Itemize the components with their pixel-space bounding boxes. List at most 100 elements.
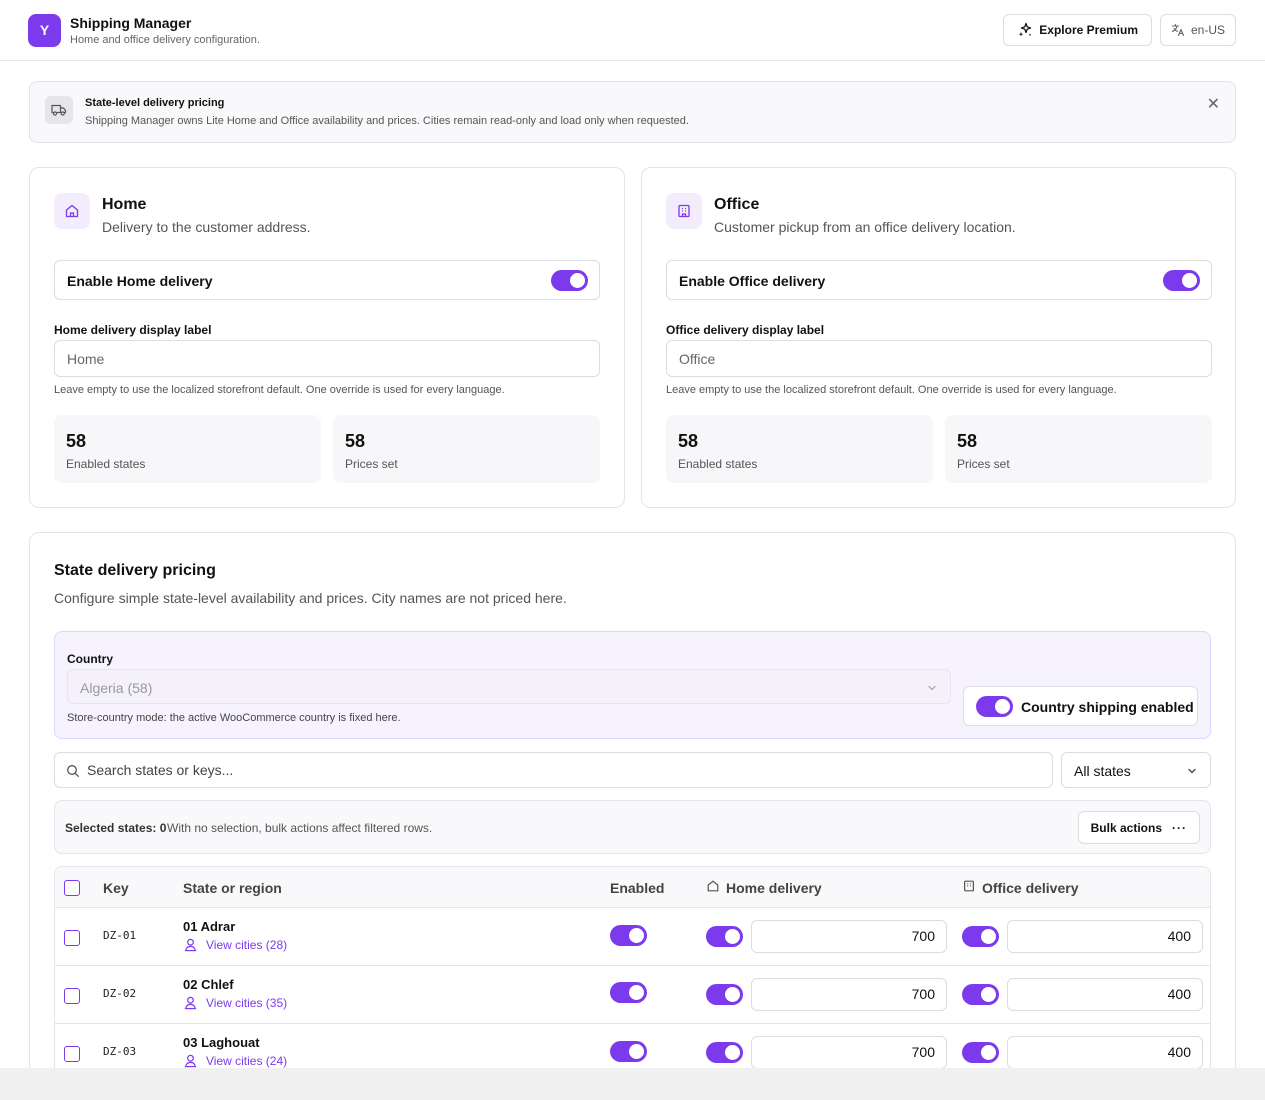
country-label: Country	[67, 652, 113, 666]
country-shipping-toggle[interactable]	[976, 696, 1013, 717]
state-filter-select[interactable]: All states	[1061, 752, 1211, 788]
row-checkbox[interactable]	[64, 930, 80, 946]
country-select-value: Algeria (58)	[80, 680, 153, 696]
office-delivery-card: Office Customer pickup from an office de…	[641, 167, 1236, 508]
state-enabled-toggle[interactable]	[610, 1041, 647, 1062]
app-logo: Y	[28, 13, 61, 47]
office-stat-enabled-states: 58 Enabled states	[666, 415, 933, 483]
selection-bar: Selected states: 0 With no selection, bu…	[54, 800, 1211, 854]
state-key: DZ-02	[103, 987, 137, 1000]
bulk-actions-button[interactable]: Bulk actions ···	[1077, 811, 1200, 844]
stat-value: 58	[345, 431, 366, 451]
building-icon	[666, 193, 702, 229]
state-pricing-card: State delivery pricing Configure simple …	[29, 532, 1236, 1068]
view-cities-label: View cities (24)	[206, 1053, 288, 1068]
explore-premium-button[interactable]: Explore Premium	[1003, 14, 1152, 46]
search-input[interactable]	[87, 753, 1037, 787]
home-delivery-toggle[interactable]	[706, 1042, 743, 1063]
banner-text: Shipping Manager owns Lite Home and Offi…	[85, 115, 689, 127]
search-box	[54, 752, 1053, 788]
search-icon	[67, 765, 79, 777]
sparkles-icon	[1019, 22, 1032, 37]
state-name: 01 Adrar	[183, 919, 236, 934]
home-price-input[interactable]: 700	[751, 978, 947, 1011]
selection-help: With no selection, bulk actions affect f…	[167, 821, 433, 835]
country-panel: Country Algeria (58) Store-country mode:…	[54, 631, 1211, 739]
row-checkbox[interactable]	[64, 988, 80, 1004]
enable-home-row: Enable Home delivery	[54, 260, 600, 300]
row-checkbox[interactable]	[64, 1046, 80, 1062]
more-icon: ···	[1172, 820, 1187, 835]
view-cities-label: View cities (35)	[206, 995, 288, 1010]
user-pin-icon	[184, 1054, 197, 1068]
pricing-subtitle: Configure simple state-level availabilit…	[54, 590, 567, 606]
bulk-actions-label: Bulk actions	[1090, 820, 1162, 835]
home-stat-prices-set: 58 Prices set	[333, 415, 600, 483]
user-pin-icon	[184, 996, 197, 1010]
view-cities-label: View cities (28)	[206, 937, 288, 952]
language-button[interactable]: en-US	[1159, 14, 1236, 46]
office-delivery-toggle[interactable]	[962, 926, 999, 947]
chevron-down-icon	[1188, 768, 1196, 774]
state-key: DZ-03	[103, 1045, 137, 1058]
view-cities-link[interactable]: View cities (24)	[183, 1053, 287, 1068]
office-price-input[interactable]: 400	[1007, 1036, 1203, 1068]
home-price-input[interactable]: 700	[751, 920, 947, 953]
state-name: 03 Laghouat	[183, 1035, 260, 1050]
state-enabled-toggle[interactable]	[610, 925, 647, 946]
stat-label: Enabled states	[678, 457, 758, 471]
language-label: en-US	[1190, 23, 1225, 37]
select-all-checkbox[interactable]	[64, 880, 80, 896]
home-card-subtitle: Delivery to the customer address.	[102, 219, 311, 235]
home-label-input[interactable]	[54, 340, 600, 377]
home-label-help: Leave empty to use the localized storefr…	[54, 384, 505, 396]
office-label-help: Leave empty to use the localized storefr…	[666, 384, 1117, 396]
home-delivery-card: Home Delivery to the customer address. E…	[29, 167, 625, 508]
pricing-title: State delivery pricing	[54, 562, 216, 579]
stat-label: Prices set	[345, 457, 398, 471]
enable-home-label: Enable Home delivery	[67, 273, 213, 289]
translate-icon	[1171, 23, 1185, 37]
home-icon	[706, 879, 720, 896]
office-label-field-label: Office delivery display label	[666, 323, 825, 337]
office-price-input[interactable]: 400	[1007, 920, 1203, 953]
office-delivery-toggle[interactable]	[962, 984, 999, 1005]
home-delivery-toggle[interactable]	[706, 984, 743, 1005]
home-delivery-toggle[interactable]	[706, 926, 743, 947]
banner-title: State-level delivery pricing	[85, 97, 225, 109]
enable-office-toggle[interactable]	[1163, 270, 1200, 291]
column-enabled: Enabled	[610, 880, 665, 896]
column-office: Office delivery	[982, 880, 1079, 896]
stat-value: 58	[957, 431, 978, 451]
app-title-block: Shipping Manager Home and office deliver…	[70, 15, 260, 46]
stat-value: 58	[678, 431, 699, 451]
stat-label: Enabled states	[66, 457, 146, 471]
close-icon[interactable]: ✕	[1206, 96, 1220, 113]
home-icon	[54, 193, 90, 229]
stat-label: Prices set	[957, 457, 1010, 471]
home-label-field-label: Home delivery display label	[54, 323, 212, 337]
enable-office-row: Enable Office delivery	[666, 260, 1212, 300]
table-row: DZ-01 01 Adrar View cities (28) 700 400	[55, 908, 1210, 966]
country-enabled-label: Country shipping enabled	[1021, 699, 1194, 715]
country-help: Store-country mode: the active WooCommer…	[67, 712, 401, 724]
app-header: Y Shipping Manager Home and office deliv…	[0, 0, 1265, 61]
table-row: DZ-03 03 Laghouat View cities (24) 700 4…	[55, 1024, 1210, 1068]
app-window: Y Shipping Manager Home and office deliv…	[0, 0, 1265, 1068]
table-row: DZ-02 02 Chlef View cities (35) 700 400	[55, 966, 1210, 1024]
country-enabled-row: Country shipping enabled	[963, 686, 1198, 726]
home-price-input[interactable]: 700	[751, 1036, 947, 1068]
enable-home-toggle[interactable]	[551, 270, 588, 291]
state-enabled-toggle[interactable]	[610, 982, 647, 1003]
truck-icon	[45, 96, 73, 124]
view-cities-link[interactable]: View cities (28)	[183, 937, 287, 952]
view-cities-link[interactable]: View cities (35)	[183, 995, 287, 1010]
office-label-input[interactable]	[666, 340, 1212, 377]
office-price-input[interactable]: 400	[1007, 978, 1203, 1011]
state-key: DZ-01	[103, 929, 137, 942]
building-icon	[962, 879, 976, 896]
office-delivery-toggle[interactable]	[962, 1042, 999, 1063]
office-stat-prices-set: 58 Prices set	[945, 415, 1212, 483]
explore-premium-label: Explore Premium	[1039, 23, 1138, 37]
column-key: Key	[103, 880, 129, 896]
